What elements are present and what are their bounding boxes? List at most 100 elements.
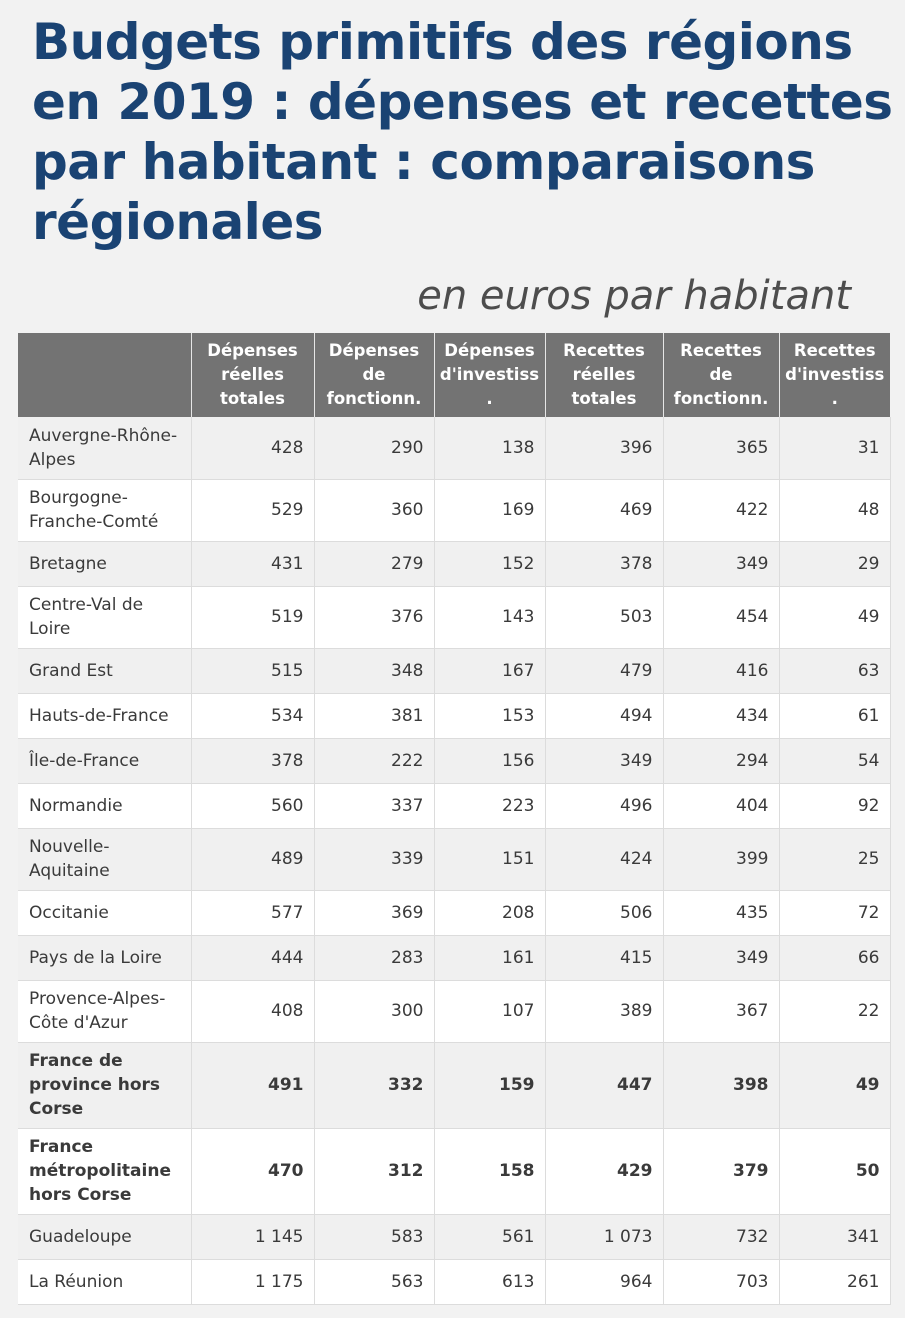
cell-value: 560 (191, 783, 315, 829)
cell-value: 261 (779, 1259, 891, 1305)
cell-value: 489 (191, 828, 315, 891)
cell-value: 494 (545, 693, 664, 739)
cell-value: 515 (191, 648, 315, 694)
header-depenses-fonctionnement: Dépenses de fonctionn. (314, 333, 435, 417)
cell-value: 378 (191, 738, 315, 784)
header-recettes-investissement: Recettes d'investiss. (779, 333, 890, 417)
cell-value: 431 (191, 541, 315, 587)
cell-value: 506 (545, 890, 664, 936)
cell-value: 422 (663, 479, 780, 542)
cell-value: 470 (191, 1128, 315, 1215)
cell-value: 469 (545, 479, 664, 542)
budget-table: Dépenses réelles totales Dépenses de fon… (18, 333, 891, 1305)
cell-value: 143 (434, 586, 546, 649)
cell-value: 167 (434, 648, 546, 694)
region-name: Pays de la Loire (18, 935, 192, 981)
table-row: Île-de-France 378 222 156 349 294 54 (18, 738, 891, 784)
cell-value: 379 (663, 1128, 780, 1215)
cell-value: 339 (314, 828, 435, 891)
cell-value: 153 (434, 693, 546, 739)
cell-value: 396 (545, 417, 664, 480)
region-name: Occitanie (18, 890, 192, 936)
table-row: Guadeloupe 1 145 583 561 1 073 732 341 (18, 1214, 891, 1260)
cell-value: 428 (191, 417, 315, 480)
cell-value: 332 (314, 1042, 435, 1129)
cell-value: 434 (663, 693, 780, 739)
header-recettes-totales: Recettes réelles totales (545, 333, 664, 417)
cell-value: 49 (779, 586, 891, 649)
cell-value: 92 (779, 783, 891, 829)
cell-value: 376 (314, 586, 435, 649)
cell-value: 404 (663, 783, 780, 829)
table-row: Bourgogne-Franche-Comté 529 360 169 469 … (18, 479, 891, 542)
cell-value: 222 (314, 738, 435, 784)
cell-value: 61 (779, 693, 891, 739)
cell-value: 964 (545, 1259, 664, 1305)
table-row: Normandie 560 337 223 496 404 92 (18, 783, 891, 829)
region-name: Grand Est (18, 648, 192, 694)
cell-value: 381 (314, 693, 435, 739)
table-row: Hauts-de-France 534 381 153 494 434 61 (18, 693, 891, 739)
cell-value: 169 (434, 479, 546, 542)
header-depenses-investissement: Dépenses d'investiss. (434, 333, 546, 417)
region-name: Normandie (18, 783, 192, 829)
page-title: Budgets primitifs des régions en 2019 : … (32, 13, 893, 251)
region-name: Île-de-France (18, 738, 192, 784)
region-name: La Réunion (18, 1259, 192, 1305)
cell-value: 349 (663, 935, 780, 981)
cell-value: 561 (434, 1214, 546, 1260)
cell-value: 158 (434, 1128, 546, 1215)
cell-value: 435 (663, 890, 780, 936)
cell-value: 48 (779, 479, 891, 542)
cell-value: 1 145 (191, 1214, 315, 1260)
cell-value: 161 (434, 935, 546, 981)
cell-value: 479 (545, 648, 664, 694)
cell-value: 408 (191, 980, 315, 1043)
cell-value: 300 (314, 980, 435, 1043)
table-row-aggregate: France de province hors Corse 491 332 15… (18, 1042, 891, 1129)
cell-value: 519 (191, 586, 315, 649)
cell-value: 283 (314, 935, 435, 981)
cell-value: 444 (191, 935, 315, 981)
table-row: La Réunion 1 175 563 613 964 703 261 (18, 1259, 891, 1305)
header-recettes-fonctionnement: Recettes de fonctionn. (663, 333, 780, 417)
cell-value: 66 (779, 935, 891, 981)
cell-value: 341 (779, 1214, 891, 1260)
cell-value: 369 (314, 890, 435, 936)
cell-value: 208 (434, 890, 546, 936)
region-name: Centre-Val de Loire (18, 586, 192, 649)
cell-value: 151 (434, 828, 546, 891)
cell-value: 54 (779, 738, 891, 784)
table-row-aggregate: France métropolitaine hors Corse 470 312… (18, 1128, 891, 1215)
region-name: Nouvelle-Aquitaine (18, 828, 192, 891)
cell-value: 337 (314, 783, 435, 829)
cell-value: 349 (545, 738, 664, 784)
table-row: Grand Est 515 348 167 479 416 63 (18, 648, 891, 694)
cell-value: 429 (545, 1128, 664, 1215)
cell-value: 294 (663, 738, 780, 784)
cell-value: 534 (191, 693, 315, 739)
cell-value: 399 (663, 828, 780, 891)
cell-value: 29 (779, 541, 891, 587)
region-name: Hauts-de-France (18, 693, 192, 739)
table-row: Centre-Val de Loire 519 376 143 503 454 … (18, 586, 891, 649)
table-header-row: Dépenses réelles totales Dépenses de fon… (18, 333, 890, 417)
table-row: Provence-Alpes-Côte d'Azur 408 300 107 3… (18, 980, 891, 1043)
region-name: Bourgogne-Franche-Comté (18, 479, 192, 542)
cell-value: 367 (663, 980, 780, 1043)
cell-value: 159 (434, 1042, 546, 1129)
cell-value: 503 (545, 586, 664, 649)
cell-value: 360 (314, 479, 435, 542)
cell-value: 365 (663, 417, 780, 480)
cell-value: 389 (545, 980, 664, 1043)
region-name: France de province hors Corse (18, 1042, 192, 1129)
cell-value: 447 (545, 1042, 664, 1129)
cell-value: 348 (314, 648, 435, 694)
table-row: Bretagne 431 279 152 378 349 29 (18, 541, 891, 587)
cell-value: 454 (663, 586, 780, 649)
table-row: Auvergne-Rhône-Alpes 428 290 138 396 365… (18, 417, 891, 480)
cell-value: 156 (434, 738, 546, 784)
cell-value: 152 (434, 541, 546, 587)
cell-value: 529 (191, 479, 315, 542)
cell-value: 491 (191, 1042, 315, 1129)
